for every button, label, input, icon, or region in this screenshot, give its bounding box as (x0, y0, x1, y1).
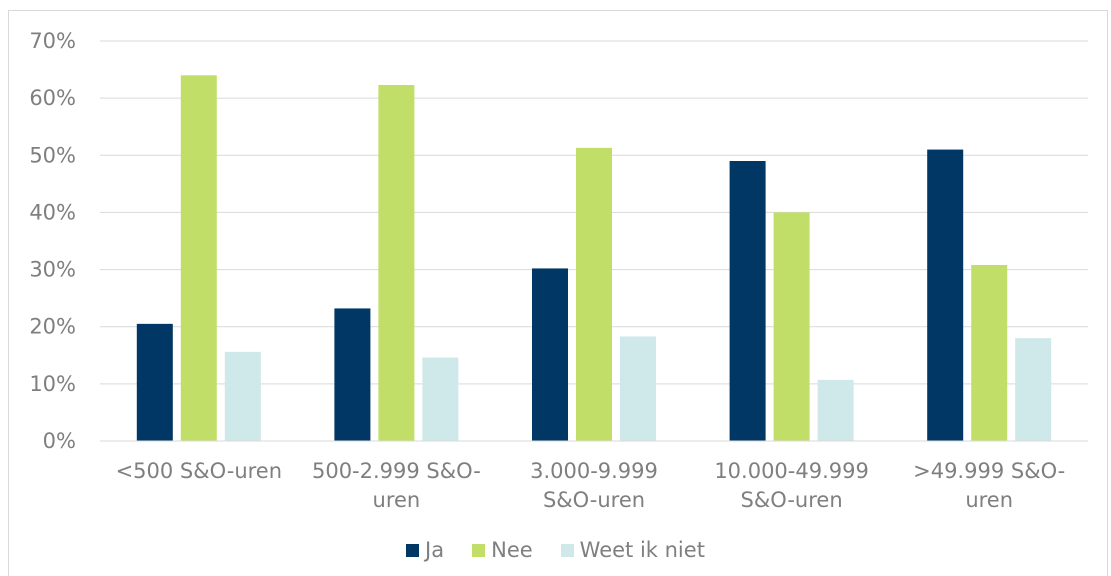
bar (378, 85, 415, 441)
bar (422, 357, 459, 441)
y-tick-label: 40% (29, 200, 76, 224)
y-tick-label: 0% (43, 429, 76, 453)
bar (224, 351, 261, 441)
x-tick-label: S&O-uren (741, 488, 843, 512)
x-tick-label: >49.999 S&O- (913, 459, 1065, 483)
y-tick-label: 60% (29, 86, 76, 110)
bar (620, 336, 656, 441)
x-tick-label: 10.000-49.999 (714, 459, 869, 483)
bar (817, 379, 854, 441)
bar (334, 308, 371, 441)
bar (1015, 338, 1052, 441)
legend-item: Ja (406, 538, 444, 562)
x-tick-label: <500 S&O-uren (116, 459, 282, 483)
legend-label: Nee (491, 538, 533, 562)
bar (532, 268, 568, 441)
chart-legend: Ja Nee Weet ik niet (0, 538, 1111, 562)
bar (136, 323, 173, 441)
y-tick-label: 10% (29, 372, 76, 396)
legend-swatch (472, 543, 486, 557)
legend-label: Ja (425, 538, 445, 562)
x-tick-label: uren (965, 488, 1013, 512)
bar (180, 75, 217, 442)
legend-swatch (560, 543, 574, 557)
legend-item: Nee (472, 538, 533, 562)
bar (729, 161, 766, 441)
x-tick-label: S&O-uren (543, 488, 645, 512)
y-tick-label: 70% (29, 29, 76, 53)
bar (576, 147, 612, 441)
x-tick-label: 3.000-9.999 (530, 459, 658, 483)
legend-label: Weet ik niet (579, 538, 705, 562)
legend-item: Weet ik niet (560, 538, 705, 562)
y-tick-label: 50% (29, 143, 76, 167)
bar (773, 212, 810, 441)
y-tick-label: 30% (29, 258, 76, 282)
legend-swatch (406, 543, 420, 557)
bar (927, 149, 964, 442)
x-tick-label: 500-2.999 S&O- (312, 459, 481, 483)
y-tick-label: 20% (29, 315, 76, 339)
x-tick-label: uren (373, 488, 421, 512)
bar (971, 265, 1008, 441)
